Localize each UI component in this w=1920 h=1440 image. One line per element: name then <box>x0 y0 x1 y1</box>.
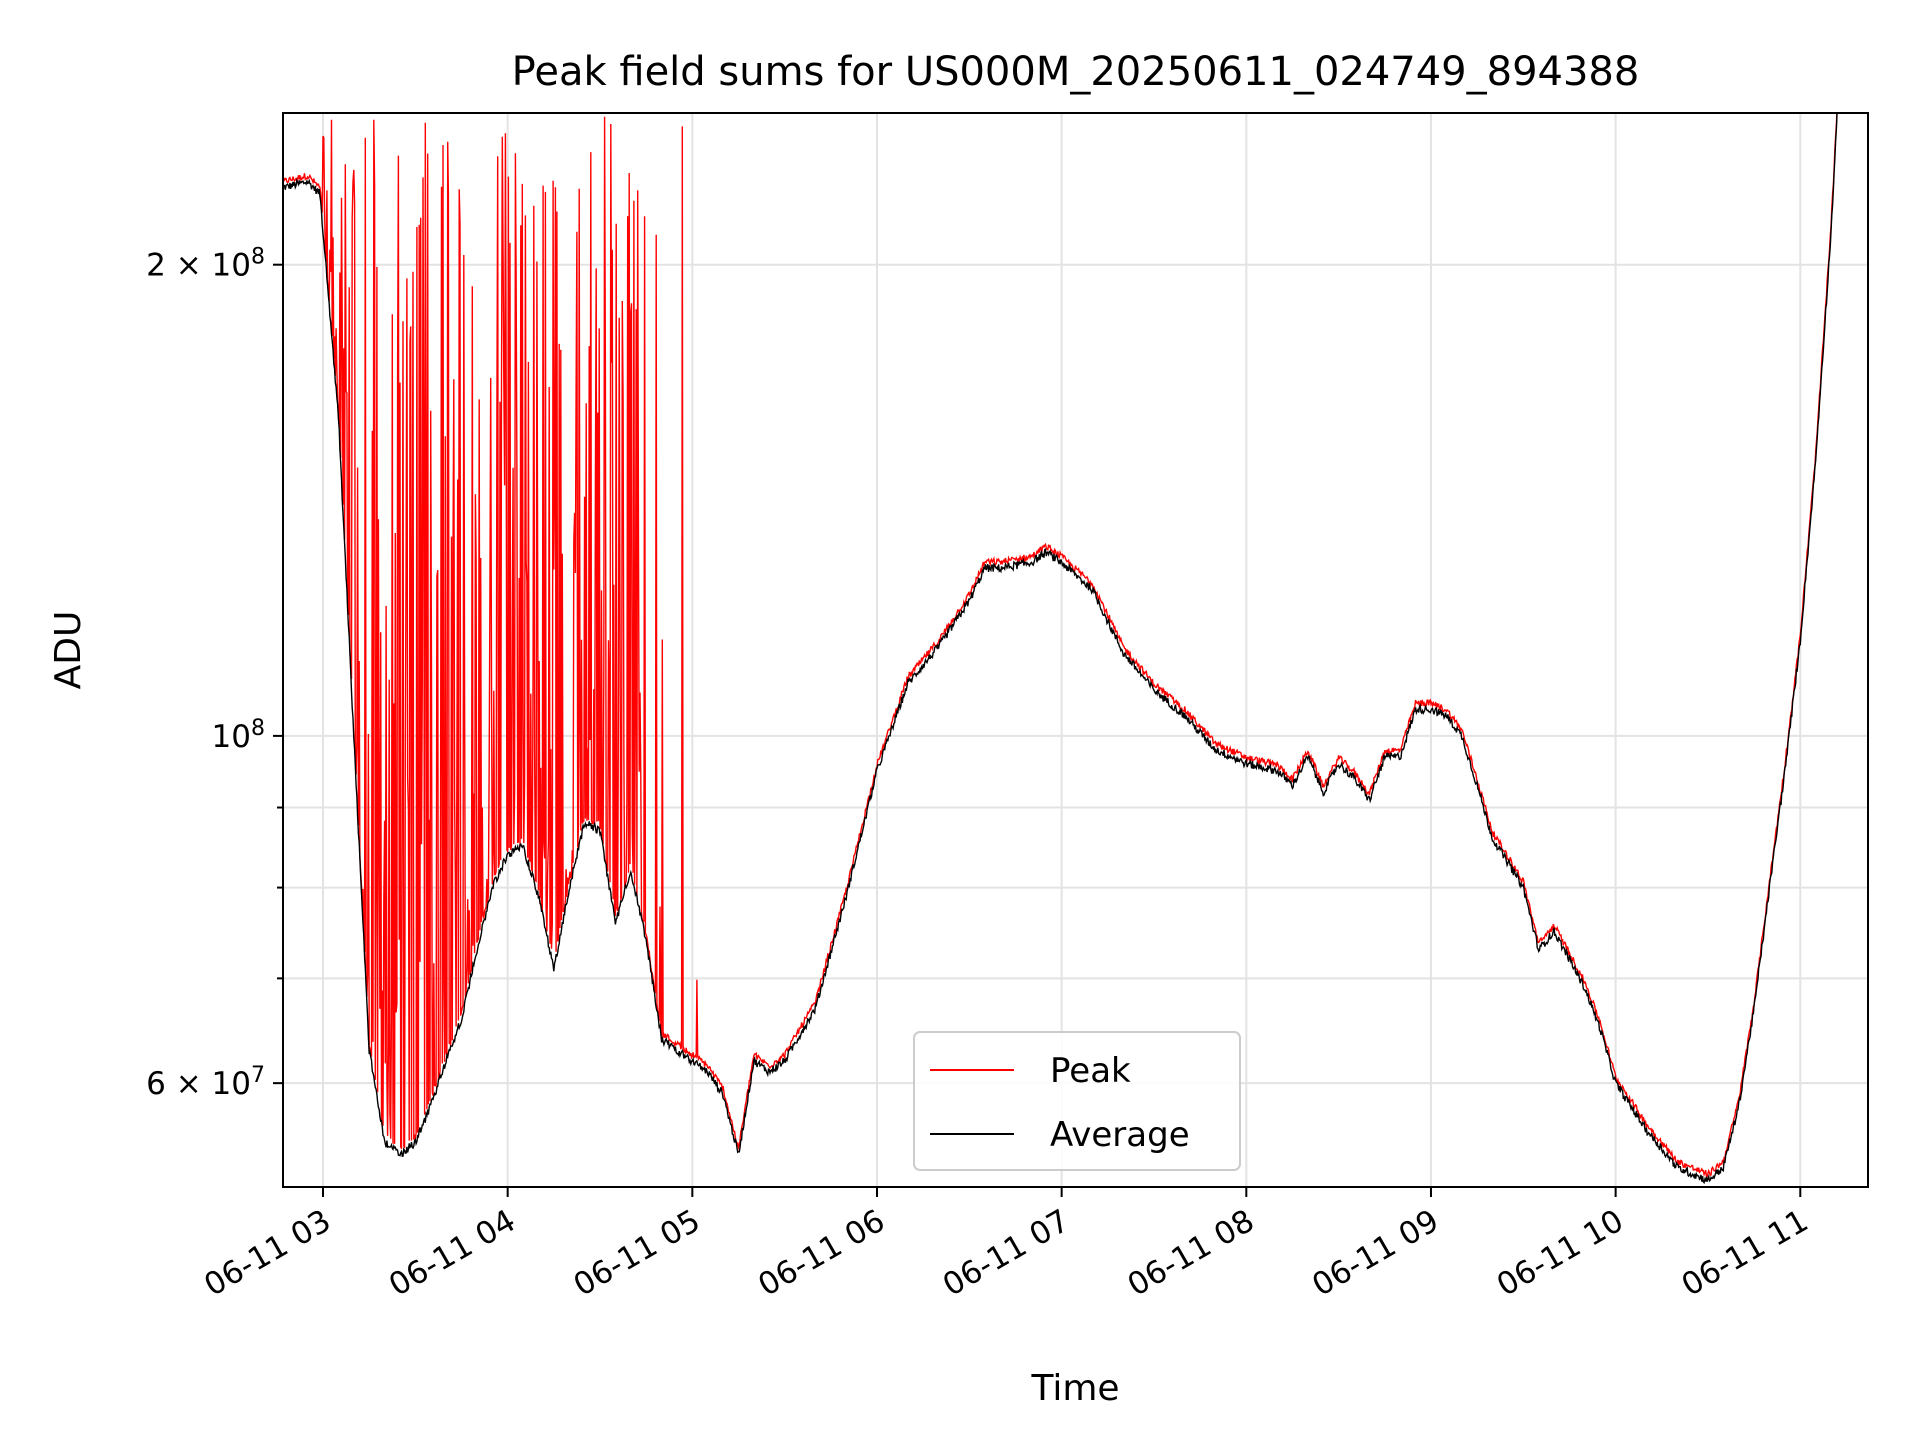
legend-box <box>913 1031 1241 1171</box>
legend-label-average: Average <box>1050 1115 1190 1155</box>
y-tick-label: 2 × 108 <box>146 244 265 284</box>
y-axis-label: ADU <box>48 611 89 690</box>
x-axis-label: Time <box>1030 1368 1119 1409</box>
y-tick-label: 6 × 107 <box>146 1063 265 1103</box>
y-axis: 2 × 108 108 6 × 107 <box>146 244 283 1102</box>
series-average-line <box>283 113 1838 1185</box>
y-tick-label: 108 <box>212 715 265 755</box>
legend: Peak Average <box>913 1031 1241 1171</box>
chart-title: Peak field sums for US000M_20250611_0247… <box>512 49 1640 95</box>
legend-label-peak: Peak <box>1050 1051 1131 1091</box>
plot-frame <box>282 112 1869 1188</box>
series-layer <box>283 113 1838 1185</box>
